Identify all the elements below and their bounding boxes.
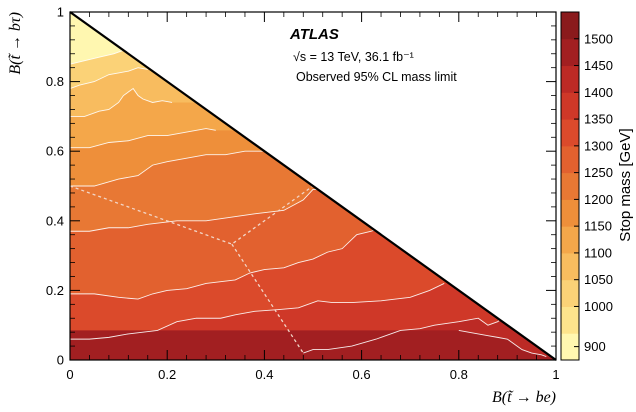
y-tick-label: 0.2 xyxy=(46,283,64,298)
contour-line-1200 xyxy=(70,150,265,187)
colorbar-segment xyxy=(561,12,579,40)
colorbar-frame xyxy=(560,11,580,361)
x-tick-label: 1 xyxy=(552,367,559,382)
boundary-lines xyxy=(70,185,314,354)
colorbar-tick-label: 1150 xyxy=(584,219,612,234)
contour-line-1050 xyxy=(70,67,148,89)
y-tick-label: 1 xyxy=(57,5,64,20)
colorbar-tick-label: 1500 xyxy=(584,31,613,46)
colorbar-tick-label: 1300 xyxy=(584,138,613,153)
contour-line-1300 xyxy=(70,227,382,300)
x-tick-label: 0.6 xyxy=(353,367,371,382)
colorbar-segment xyxy=(561,199,579,227)
y-tick-label: 0.8 xyxy=(46,74,64,89)
y-axis-title: B(t̃ → bτ) xyxy=(7,12,24,75)
atlas-label: ATLAS xyxy=(289,26,339,43)
axis-ticks: 00 0.2 0.2 0.4 0.4 0.6 0.6 0.8 0.8 1 1 xyxy=(46,5,560,383)
colorbar-segment xyxy=(561,226,579,254)
x-axis-title: B(t̃ → be) xyxy=(492,389,556,406)
colorbar-segment xyxy=(561,333,579,361)
contour-line-1250 xyxy=(70,189,318,232)
contour-line-1350 xyxy=(70,283,445,340)
y-tick-label: 0.4 xyxy=(46,213,64,228)
band-1450 xyxy=(70,330,556,360)
energy-lumi-label: √s = 13 TeV, 36.1 fb⁻¹ xyxy=(293,50,414,64)
x-tick-label: 0 xyxy=(66,367,73,382)
y-tick-label: 0.6 xyxy=(46,144,64,159)
colorbar-tick-label: 1200 xyxy=(584,192,613,207)
colorbar-tick-label: 1100 xyxy=(584,245,612,260)
contour-line-1100 xyxy=(70,87,173,117)
plot-frame xyxy=(69,11,557,361)
colorbar-segment xyxy=(561,145,579,174)
contour-line-1150 xyxy=(70,128,216,149)
colorbar-segment xyxy=(561,172,579,200)
dashed-boundary-1 xyxy=(231,243,304,354)
colorbar-segment xyxy=(561,38,579,67)
colorbar-tick-label: 1450 xyxy=(584,58,613,73)
colorbar-segment xyxy=(561,306,579,334)
colorbar-segment xyxy=(561,119,579,147)
colorbar: 900 1000 1050 1100 1150 1200 1250 1300 1350 1400 1… xyxy=(560,11,613,361)
x-tick-label: 0.4 xyxy=(255,367,273,382)
colorbar-segment xyxy=(561,279,579,307)
colorbar-segment xyxy=(561,92,579,120)
diagonal-boundary xyxy=(69,11,557,361)
x-tick-label: 0.2 xyxy=(158,367,176,382)
description-label: Observed 95% CL mass limit xyxy=(296,70,457,84)
y-tick-label: 0 xyxy=(57,353,64,368)
contour-line-1450 xyxy=(458,329,547,357)
colorbar-segment xyxy=(561,65,579,93)
colorbar-tick-label: 1400 xyxy=(584,85,613,100)
contour-line-1000 xyxy=(70,49,124,65)
colorbar-tick-label: 900 xyxy=(584,339,606,354)
colorbar-tick-label: 1350 xyxy=(584,112,613,127)
x-tick-label: 0.8 xyxy=(450,367,468,382)
colorbar-tick-label: 1050 xyxy=(584,272,613,287)
colorbar-tick-label: 1000 xyxy=(584,299,613,314)
colorbar-title: Stop mass [GeV] xyxy=(617,128,634,241)
colorbar-tick-label: 1250 xyxy=(584,165,613,180)
colorbar-segment xyxy=(561,252,579,281)
